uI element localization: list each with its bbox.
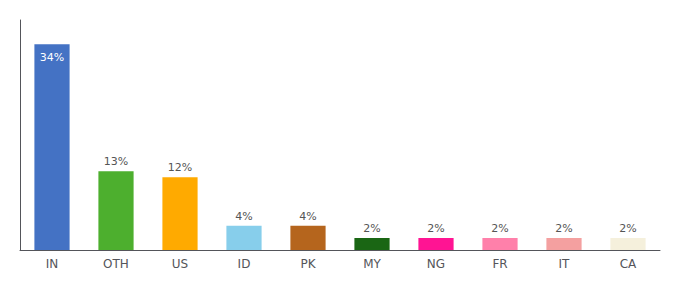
svg-text:13%: 13% <box>104 155 128 168</box>
svg-text:FR: FR <box>492 257 507 271</box>
svg-text:12%: 12% <box>168 161 192 174</box>
svg-text:34%: 34% <box>40 51 64 64</box>
svg-text:US: US <box>172 257 188 271</box>
svg-text:ID: ID <box>238 257 251 271</box>
svg-text:2%: 2% <box>427 222 444 235</box>
svg-text:4%: 4% <box>299 210 316 223</box>
svg-text:2%: 2% <box>491 222 508 235</box>
svg-text:2%: 2% <box>619 222 636 235</box>
svg-text:NG: NG <box>427 257 445 271</box>
svg-text:2%: 2% <box>363 222 380 235</box>
svg-text:IT: IT <box>559 257 571 271</box>
svg-text:MY: MY <box>363 257 381 271</box>
svg-text:CA: CA <box>620 257 637 271</box>
svg-text:2%: 2% <box>555 222 572 235</box>
svg-text:PK: PK <box>300 257 316 271</box>
svg-text:4%: 4% <box>235 210 252 223</box>
svg-text:IN: IN <box>46 257 59 271</box>
svg-text:OTH: OTH <box>103 257 129 271</box>
